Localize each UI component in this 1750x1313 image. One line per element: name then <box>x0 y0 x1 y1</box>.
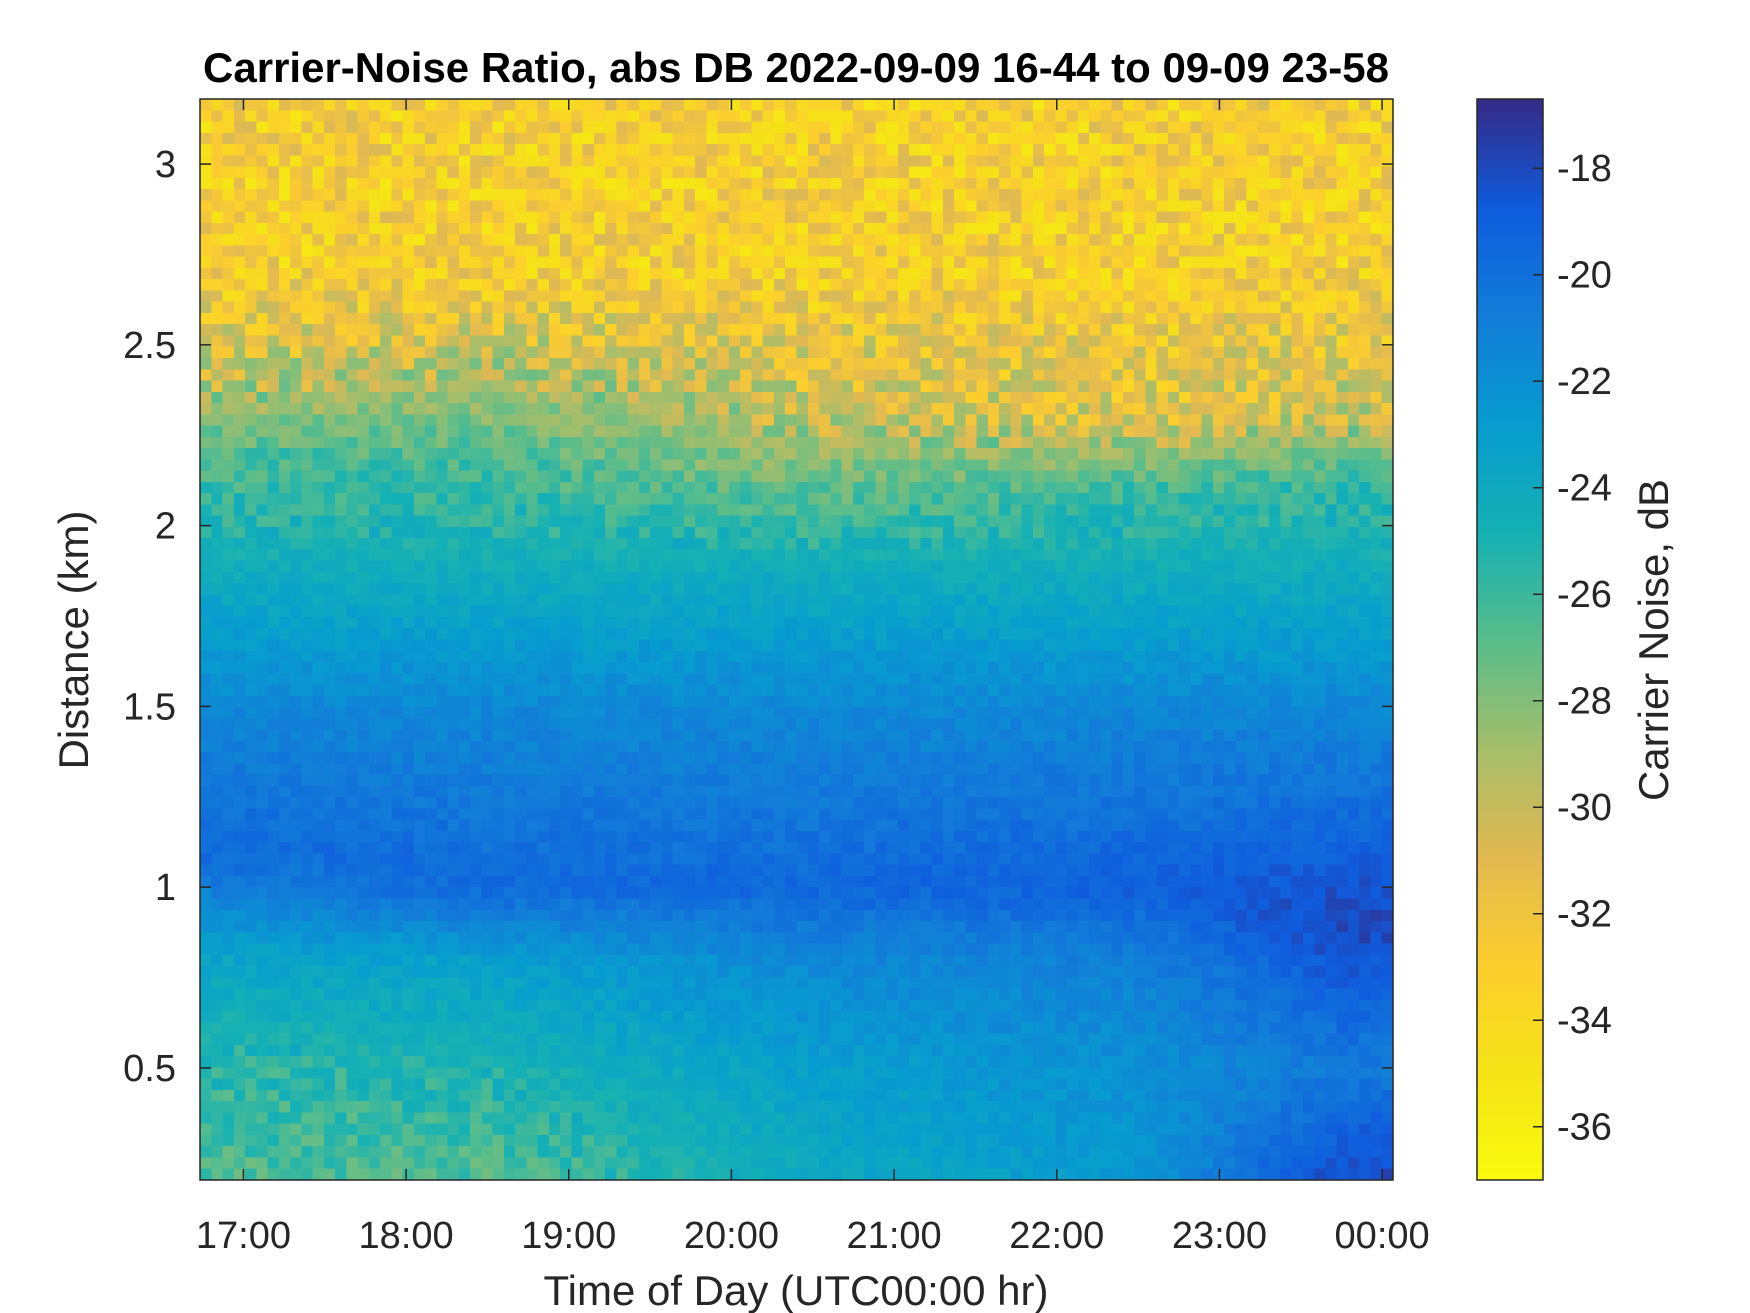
x-tick-label: 17:00 <box>196 1215 291 1257</box>
colorbar-tick-label: -34 <box>1557 1000 1612 1042</box>
x-tick-label: 22:00 <box>1009 1215 1104 1257</box>
colorbar-frame <box>1476 98 1544 1181</box>
x-tick-label: 19:00 <box>521 1215 616 1257</box>
colorbar-tick-label: -36 <box>1557 1107 1612 1149</box>
y-tick-label: 1.5 <box>123 686 176 728</box>
colorbar-axis: -18 -20 -22 -24 -26 -28 -30 -32 -34 -36 <box>1533 148 1612 1149</box>
colorbar-tick-label: -24 <box>1557 468 1612 510</box>
x-tick-label: 21:00 <box>847 1215 942 1257</box>
y-tick-label: 3 <box>155 144 176 186</box>
y-tick-label: 1 <box>155 867 176 909</box>
y-tick-label: 2.5 <box>123 325 176 367</box>
x-axis-label: Time of Day (UTC00:00 hr) <box>544 1267 1049 1313</box>
colorbar-label: Carrier Noise, dB <box>1630 479 1677 801</box>
colorbar-tick-label: -28 <box>1557 681 1612 723</box>
colorbar-tick-label: -18 <box>1557 148 1612 190</box>
colorbar-tick-label: -26 <box>1557 574 1612 616</box>
heatmap-plot-area <box>200 99 1393 1180</box>
x-tick-label: 18:00 <box>359 1215 454 1257</box>
colorbar-tick-label: -32 <box>1557 894 1612 936</box>
y-tick-label: 0.5 <box>123 1048 176 1090</box>
colorbar-tick-label: -30 <box>1557 787 1612 829</box>
plot-frame <box>199 98 1394 1181</box>
y-axis: 0.5 1 1.5 2 2.5 3 <box>123 144 1393 1090</box>
x-tick-label: 20:00 <box>684 1215 779 1257</box>
y-axis-label: Distance (km) <box>50 510 97 769</box>
x-tick-label: 00:00 <box>1335 1215 1430 1257</box>
colorbar-tick-label: -22 <box>1557 361 1612 403</box>
x-axis: 17:00 18:00 19:00 20:00 21:00 22:00 23:00 00:00 <box>196 99 1430 1257</box>
y-tick-label: 2 <box>155 506 176 548</box>
chart-title: Carrier-Noise Ratio, abs DB 2022-09-09 1… <box>203 44 1389 91</box>
x-tick-label: 23:00 <box>1172 1215 1267 1257</box>
colorbar-tick-label: -20 <box>1557 255 1612 297</box>
colorbar <box>1477 99 1543 1180</box>
